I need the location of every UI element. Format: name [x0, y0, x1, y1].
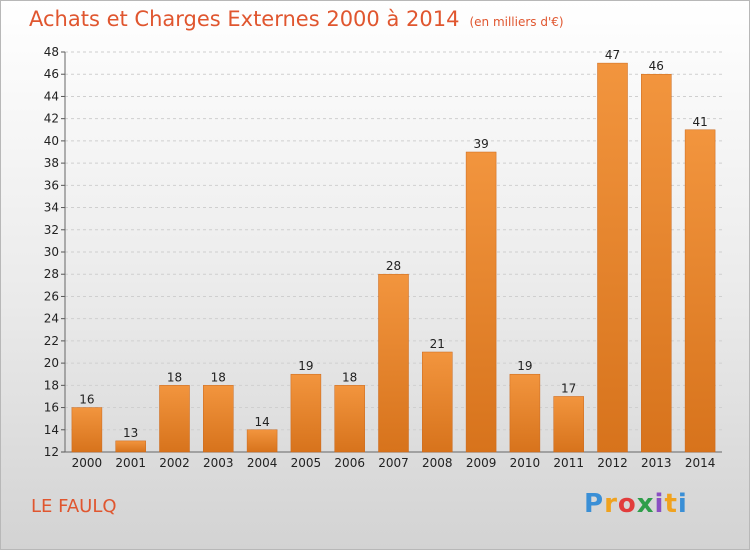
logo-letter: x	[636, 489, 655, 519]
bars	[71, 62, 716, 453]
x-tick-label: 2008	[422, 456, 453, 470]
x-tick-label: 2012	[597, 456, 628, 470]
proxiti-logo: Proxiti	[584, 489, 688, 519]
bar	[422, 351, 453, 453]
y-tick-labels: 12 14 16 18 20 22 24 26 28 30 32 34 36 38 40 42 44 46 48	[44, 45, 59, 459]
data-label: 47	[605, 48, 620, 62]
y-tick-label: 46	[44, 67, 59, 81]
logo-letter: r	[604, 489, 618, 519]
data-label: 16	[79, 393, 94, 407]
data-label: 28	[386, 259, 401, 273]
logo-letter: o	[617, 489, 637, 519]
x-tick-label: 2004	[247, 456, 278, 470]
y-tick-label: 42	[44, 112, 59, 126]
x-tick-label: 2010	[510, 456, 541, 470]
logo-letter: P	[584, 489, 605, 519]
data-label: 14	[254, 415, 269, 429]
x-tick-label: 2009	[466, 456, 497, 470]
bar	[378, 273, 409, 453]
bar	[641, 73, 672, 453]
x-tick-label: 2001	[115, 456, 146, 470]
bar	[597, 62, 628, 453]
bar	[465, 151, 497, 453]
bar	[71, 407, 103, 453]
x-tick-label: 2014	[685, 456, 716, 470]
x-tick-label: 2013	[641, 456, 672, 470]
data-label: 17	[561, 381, 576, 395]
x-tick-label: 2006	[334, 456, 365, 470]
y-tick-label: 38	[44, 156, 59, 170]
bar	[684, 129, 716, 453]
y-tick-label: 44	[44, 89, 59, 103]
x-tick-label: 2007	[378, 456, 409, 470]
data-label: 41	[692, 115, 707, 129]
data-labels: 16 13 18 18 14 19 18 28 21 39 19 17 47 46 41	[79, 48, 707, 440]
y-tick-label: 24	[44, 312, 59, 326]
data-label: 18	[167, 370, 182, 384]
y-tick-label: 40	[44, 134, 59, 148]
x-tick-label: 2002	[159, 456, 190, 470]
x-tick-label: 2005	[291, 456, 322, 470]
x-tick-label: 2000	[72, 456, 103, 470]
bar	[509, 373, 541, 453]
chart-title-text: Achats et Charges Externes 2000 à 2014	[29, 7, 460, 31]
bar	[246, 429, 278, 453]
chart-subtitle: (en milliers d'€)	[469, 15, 564, 29]
data-label: 19	[517, 359, 532, 373]
y-tick-label: 48	[44, 45, 59, 59]
data-label: 18	[342, 370, 357, 384]
y-tick-label: 16	[44, 401, 59, 415]
commune-name: LE FAULQ	[31, 496, 117, 517]
bar	[334, 385, 365, 453]
logo-letter: i	[654, 489, 665, 519]
y-tick-label: 14	[44, 423, 59, 437]
logo-letter: i	[677, 489, 688, 519]
bar	[203, 385, 234, 453]
y-tick-label: 36	[44, 178, 59, 192]
y-tick-label: 26	[44, 289, 59, 303]
data-label: 13	[123, 426, 138, 440]
y-tick-label: 28	[44, 267, 59, 281]
chart-title: Achats et Charges Externes 2000 à 2014 (e…	[29, 7, 564, 31]
data-label: 18	[211, 370, 226, 384]
x-tick-label: 2003	[203, 456, 234, 470]
y-tick-label: 32	[44, 223, 59, 237]
logo-letter: t	[664, 489, 678, 519]
bar	[290, 373, 322, 453]
y-tick-label: 22	[44, 334, 59, 348]
y-tick-label: 18	[44, 378, 59, 392]
x-tick-label: 2011	[553, 456, 584, 470]
data-label: 39	[473, 137, 488, 151]
bar	[553, 396, 584, 453]
y-tick-label: 30	[44, 245, 59, 259]
y-tick-label: 20	[44, 356, 59, 370]
x-tick-labels: 2000 2001 2002 2003 2004 2005 2006 2007 2008 2009…	[72, 456, 716, 470]
data-label: 19	[298, 359, 313, 373]
bar	[115, 440, 146, 453]
data-label: 46	[649, 59, 664, 73]
data-label: 21	[430, 337, 445, 351]
y-tick-label: 12	[44, 445, 59, 459]
y-tick-label: 34	[44, 201, 59, 215]
bar	[159, 385, 190, 453]
